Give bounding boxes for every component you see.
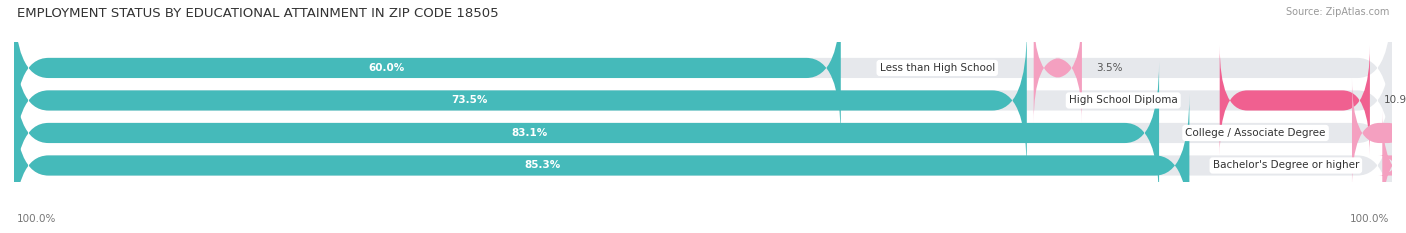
FancyBboxPatch shape: [14, 94, 1189, 233]
Text: College / Associate Degree: College / Associate Degree: [1185, 128, 1326, 138]
Text: Source: ZipAtlas.com: Source: ZipAtlas.com: [1285, 7, 1389, 17]
FancyBboxPatch shape: [1378, 110, 1406, 220]
Text: EMPLOYMENT STATUS BY EDUCATIONAL ATTAINMENT IN ZIP CODE 18505: EMPLOYMENT STATUS BY EDUCATIONAL ATTAINM…: [17, 7, 499, 20]
Text: 83.1%: 83.1%: [512, 128, 547, 138]
FancyBboxPatch shape: [1353, 78, 1406, 188]
FancyBboxPatch shape: [14, 29, 1392, 172]
Text: 73.5%: 73.5%: [451, 96, 488, 106]
Text: High School Diploma: High School Diploma: [1069, 96, 1178, 106]
FancyBboxPatch shape: [14, 94, 1392, 233]
FancyBboxPatch shape: [1220, 45, 1369, 155]
Text: 100.0%: 100.0%: [17, 214, 56, 224]
Text: Bachelor's Degree or higher: Bachelor's Degree or higher: [1212, 161, 1360, 171]
FancyBboxPatch shape: [1033, 13, 1083, 123]
Text: 85.3%: 85.3%: [524, 161, 561, 171]
FancyBboxPatch shape: [14, 0, 841, 139]
FancyBboxPatch shape: [14, 62, 1392, 204]
Text: 60.0%: 60.0%: [368, 63, 404, 73]
FancyBboxPatch shape: [14, 0, 1392, 139]
Text: Less than High School: Less than High School: [880, 63, 995, 73]
Text: 10.9%: 10.9%: [1384, 96, 1406, 106]
FancyBboxPatch shape: [14, 29, 1026, 172]
Text: 3.5%: 3.5%: [1095, 63, 1122, 73]
Text: 100.0%: 100.0%: [1350, 214, 1389, 224]
FancyBboxPatch shape: [14, 62, 1159, 204]
